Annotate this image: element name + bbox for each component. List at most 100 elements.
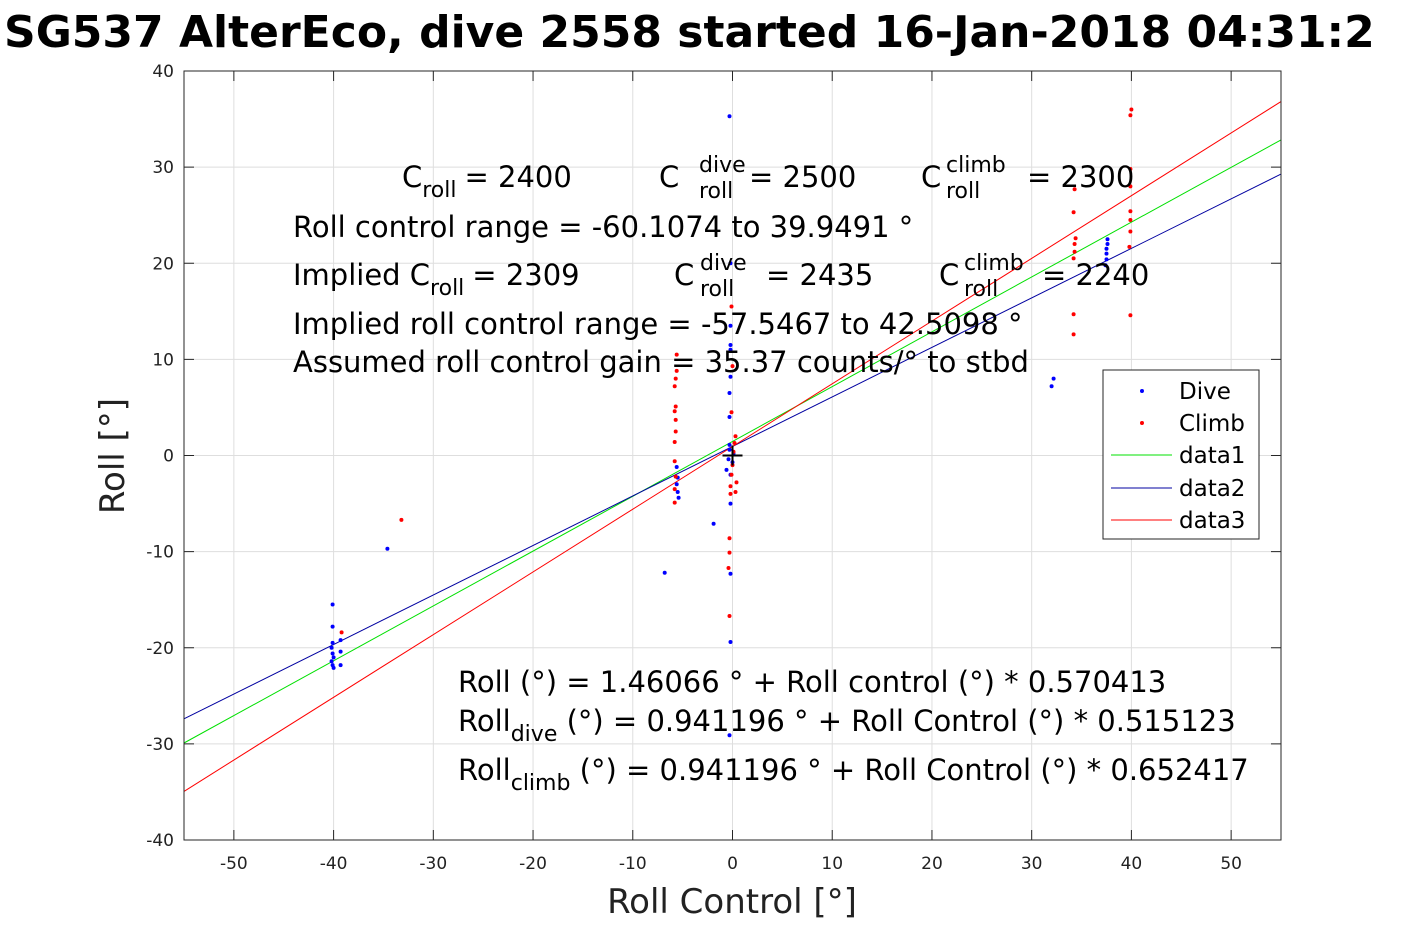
point-climb (673, 474, 678, 479)
y-axis-label: Roll [°] (93, 398, 133, 514)
c-roll-dive-sub: roll (699, 179, 733, 204)
implied-c-roll-climb-annotation: C (939, 258, 959, 292)
legend-marker-dive (1140, 389, 1144, 393)
point-dive (724, 467, 729, 472)
point-climb (1127, 244, 1132, 249)
point-dive (338, 649, 343, 654)
point-climb (1129, 107, 1134, 112)
point-dive (1104, 251, 1109, 256)
implied-c-roll-climb-sup: climb (964, 251, 1024, 276)
point-dive (338, 638, 343, 643)
point-climb (672, 459, 677, 464)
fit-equation-climb: Rollclimb (°) = 0.941196 ° + Roll Contro… (458, 753, 1249, 796)
point-dive (727, 442, 732, 447)
point-dive (331, 665, 336, 670)
point-climb (1128, 313, 1133, 318)
point-dive (1049, 384, 1054, 389)
point-climb (1071, 332, 1076, 337)
point-dive (727, 447, 732, 452)
point-climb (674, 352, 679, 357)
implied-c-roll-climb-sub: roll (964, 277, 998, 302)
point-dive (728, 261, 733, 266)
point-dive (331, 655, 336, 660)
y-tick-label: 20 (152, 254, 174, 274)
x-tick-label: -20 (519, 854, 547, 874)
point-climb (733, 434, 738, 439)
point-climb (673, 429, 678, 434)
point-climb (1128, 113, 1133, 118)
point-dive (329, 645, 334, 650)
point-climb (672, 384, 677, 389)
point-dive (674, 465, 679, 469)
annotations: Croll = 2400 C dive roll = 2500 C climb r… (293, 153, 1249, 796)
point-dive (676, 495, 681, 500)
point-climb (673, 417, 678, 422)
y-tick-label: -30 (146, 735, 174, 755)
point-dive (1105, 237, 1110, 242)
point-climb (673, 376, 678, 381)
point-climb (673, 404, 678, 409)
point-climb (672, 500, 677, 505)
x-tick-label: 30 (1021, 854, 1043, 874)
implied-roll-control-range: Implied roll control range = -57.5467 to… (293, 307, 1023, 341)
point-dive (728, 374, 733, 379)
point-climb (1128, 209, 1133, 214)
y-tick-label: 0 (163, 447, 174, 467)
implied-c-roll-climb-value: = 2240 (1042, 258, 1149, 292)
legend-label-climb: Climb (1179, 411, 1245, 437)
point-climb (727, 550, 732, 555)
x-tick-label: 20 (921, 854, 943, 874)
point-dive (728, 501, 733, 506)
point-climb (1071, 210, 1076, 215)
point-climb (672, 440, 677, 444)
implied-c-roll-dive-sub: roll (700, 277, 734, 302)
fit-equation-dive: Rolldive (°) = 0.941196 ° + Roll Control… (458, 704, 1236, 747)
point-climb (1073, 236, 1078, 241)
point-dive (728, 571, 733, 576)
point-dive (674, 482, 679, 487)
point-climb (729, 304, 734, 309)
c-roll-dive-value: = 2500 (749, 160, 856, 194)
data-points (329, 107, 1134, 738)
x-tick-label: 50 (1220, 854, 1242, 874)
point-climb (729, 472, 734, 477)
point-climb (1128, 184, 1133, 189)
y-tick-label: 10 (152, 350, 174, 370)
point-dive (728, 323, 733, 328)
point-dive (329, 659, 334, 664)
x-tick-label: -40 (320, 854, 348, 874)
point-climb (732, 441, 737, 445)
series-line-data1 (183, 139, 1282, 744)
point-climb (730, 364, 735, 369)
y-tick-label: 30 (152, 158, 174, 178)
point-dive (330, 640, 335, 645)
y-tick-label: -20 (146, 639, 174, 659)
implied-c-roll-annotation: Implied Croll = 2309 (293, 258, 580, 301)
chart-title: SG537 AlterEco, dive 2558 started 16-Jan… (4, 7, 1375, 58)
point-climb (1072, 187, 1077, 192)
point-dive (1103, 263, 1108, 268)
legend-label-dive: Dive (1179, 379, 1231, 405)
x-axis-label: Roll Control [°] (607, 882, 857, 922)
point-climb (1072, 249, 1077, 254)
point-dive (728, 347, 733, 352)
axis-ticks: -50 -40 -30 -20 -10 0 10 20 30 40 50 -40 -30 -20 -10 0 1… (146, 62, 1281, 874)
y-tick-label: 40 (152, 62, 174, 82)
point-dive (1105, 242, 1110, 246)
point-dive (728, 343, 733, 347)
point-climb (727, 614, 732, 618)
point-climb (729, 410, 734, 415)
roll-control-range: Roll control range = -60.1074 to 39.9491… (293, 210, 913, 244)
legend-label-data3: data3 (1179, 508, 1245, 534)
legend-marker-climb (1140, 421, 1144, 425)
point-dive (675, 490, 680, 494)
implied-c-roll-dive-value: = 2435 (766, 258, 873, 292)
legend: Dive Climb data1 data2 data3 (1102, 369, 1260, 540)
point-dive (726, 457, 731, 462)
point-climb (728, 484, 733, 489)
origin-marker (722, 445, 743, 466)
c-roll-climb-value: = 2300 (1027, 160, 1134, 194)
point-dive (727, 114, 732, 119)
point-climb (1128, 218, 1133, 222)
